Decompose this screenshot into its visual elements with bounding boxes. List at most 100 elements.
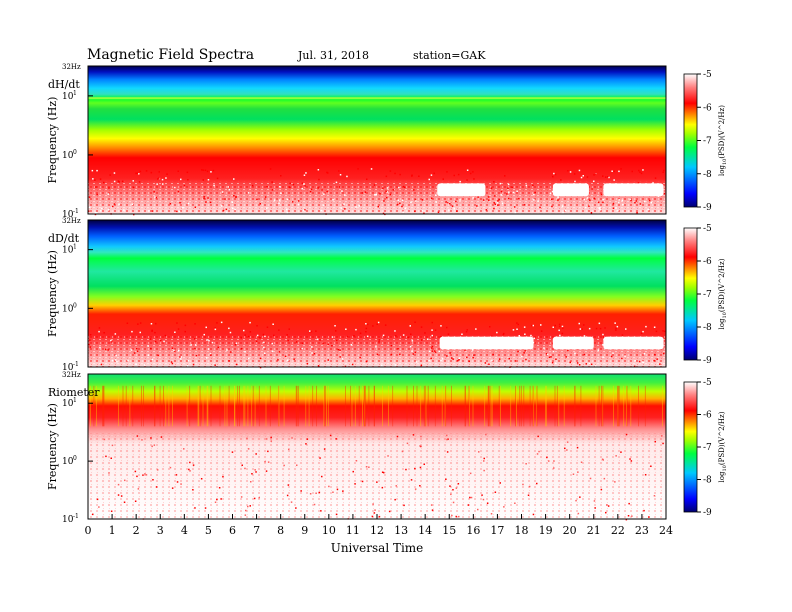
noise-dot — [258, 496, 260, 499]
noise-dot — [548, 356, 551, 358]
noise-dot — [361, 192, 364, 194]
noise-dot — [430, 347, 433, 349]
noise-dot — [446, 438, 448, 441]
noise-dot — [516, 322, 518, 324]
noise-dot — [376, 353, 379, 356]
noise-dot — [194, 344, 197, 346]
streak — [374, 385, 375, 427]
noise-dot — [228, 360, 230, 362]
noise-dot — [183, 184, 186, 187]
noise-dot — [116, 361, 118, 363]
noise-dot — [301, 342, 304, 344]
streak — [468, 385, 470, 427]
colorbar: -5 -6 -7 -8 -9 log10(PSD)(V^2/Hz) — [683, 70, 728, 213]
noise-dot — [431, 329, 433, 331]
noise-dot — [430, 504, 433, 506]
noise-dot — [187, 360, 190, 362]
noise-dot — [625, 433, 628, 436]
noise-dot — [136, 475, 138, 478]
noise-dot — [501, 202, 504, 204]
noise-dot — [236, 363, 238, 366]
noise-dot — [207, 179, 210, 181]
noise-dot — [234, 344, 237, 346]
noise-dot — [638, 169, 640, 172]
streak — [441, 385, 443, 427]
noise-dot — [414, 321, 416, 323]
noise-dot — [653, 326, 656, 328]
streak — [129, 385, 131, 427]
noise-dot — [517, 350, 519, 353]
noise-dot — [576, 446, 579, 449]
noise-dot — [287, 359, 289, 361]
noise-dot — [233, 178, 235, 180]
noise-dot — [96, 498, 99, 501]
noise-dot — [205, 201, 207, 203]
streak — [234, 385, 235, 427]
noise-dot — [311, 352, 313, 354]
streak — [199, 385, 201, 427]
noise-dot — [94, 179, 96, 181]
noise-dot — [221, 205, 223, 207]
noise-dot — [518, 335, 520, 337]
noise-dot — [176, 481, 179, 483]
noise-dot — [578, 364, 581, 366]
noise-dot — [273, 334, 275, 337]
noise-dot — [229, 331, 232, 334]
noise-dot — [222, 209, 225, 212]
noise-dot — [428, 178, 430, 181]
noise-dot — [621, 334, 624, 336]
colorbar-label-sub: 10 — [722, 465, 728, 471]
noise-dot — [283, 464, 285, 467]
noise-dot — [493, 202, 495, 204]
noise-dot — [457, 483, 460, 485]
noise-dot — [430, 357, 432, 360]
noise-dot — [662, 330, 664, 332]
streak — [226, 385, 228, 427]
noise-dot — [415, 361, 418, 363]
noise-dot — [173, 349, 175, 352]
noise-dot — [112, 205, 114, 208]
colorbar-tick-label: -7 — [703, 443, 712, 453]
noise-dot — [96, 169, 98, 172]
noise-dot — [233, 195, 235, 197]
noise-dot — [315, 330, 317, 332]
x-tick-label: 4 — [181, 524, 188, 537]
streak — [305, 385, 307, 427]
noise-dot — [550, 356, 552, 358]
noise-dot — [466, 169, 469, 171]
noise-dot — [278, 351, 281, 353]
streak — [626, 385, 627, 427]
noise-dot — [435, 194, 437, 196]
y-tick-label: 10 — [62, 457, 74, 467]
colorbar-gradient — [683, 381, 698, 513]
noise-dot — [602, 198, 604, 201]
noise-dot — [516, 328, 518, 330]
streak — [623, 385, 625, 427]
noise-dot — [192, 363, 195, 366]
noise-dot — [647, 208, 649, 211]
noise-dot — [317, 169, 320, 171]
noise-dot — [602, 356, 604, 358]
y-tick-label: 10 — [62, 363, 74, 373]
noise-dot — [402, 185, 405, 188]
noise-dot — [382, 334, 385, 337]
streak — [297, 385, 299, 427]
noise-dot — [588, 327, 591, 330]
noise-dot — [335, 330, 337, 332]
noise-dot — [108, 187, 110, 189]
noise-dot — [358, 205, 360, 207]
streak — [598, 385, 600, 427]
noise-dot — [461, 333, 463, 335]
noise-dot — [100, 363, 103, 366]
noise-dot — [468, 360, 470, 363]
streak — [618, 385, 619, 427]
noise-dot — [145, 170, 148, 172]
noise-dot — [445, 478, 447, 480]
noise-dot — [553, 172, 555, 175]
noise-dot — [313, 353, 316, 355]
noise-dot — [560, 179, 562, 181]
noise-dot — [524, 333, 526, 335]
noise-dot — [203, 333, 205, 336]
y-top-label: 32Hz — [62, 217, 81, 225]
noise-dot — [135, 363, 137, 366]
